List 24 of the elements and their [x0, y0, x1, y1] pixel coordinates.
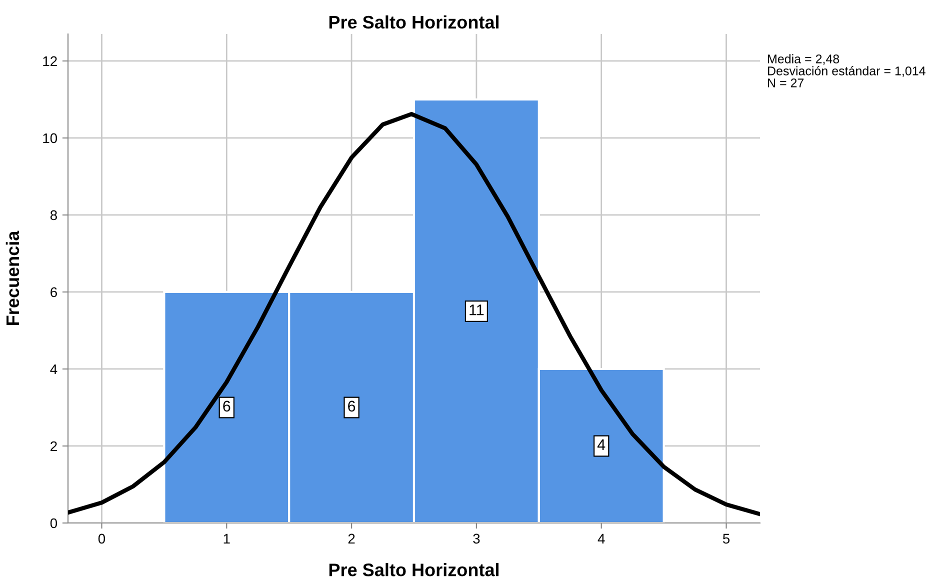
x-tick-label: 0	[98, 534, 106, 544]
line-series	[68, 112, 760, 516]
data-label: 11	[470, 304, 484, 316]
x-tick-label: 2	[348, 534, 355, 544]
x-tick-label: 3	[473, 534, 480, 544]
text: Desviación estándar = 1,014	[768, 66, 926, 77]
chart-title: Pre Salto Horizontal	[329, 15, 498, 29]
data-label: 6	[223, 400, 230, 412]
y-tick-label: 4	[50, 364, 58, 374]
y-tick-label: 0	[50, 518, 58, 528]
data-label: 6	[348, 400, 356, 412]
y-tick-label: 8	[50, 210, 57, 220]
y-tick-label: 10	[43, 133, 58, 144]
x-tick-label: 4	[598, 534, 605, 544]
text: N = 27	[768, 78, 804, 88]
text: Media = 2,48	[768, 54, 840, 65]
y-tick-label: 2	[50, 441, 57, 452]
y-axis-title: Frecuencia	[6, 230, 20, 325]
y-tick-label: 12	[43, 56, 57, 66]
x-tick-label: 5	[722, 534, 730, 544]
y-tick-label: 6	[50, 287, 57, 298]
data-label: 4	[597, 439, 606, 450]
x-axis-title: Pre Salto Horizontal	[329, 563, 498, 576]
x-tick-label: 1	[224, 534, 230, 544]
